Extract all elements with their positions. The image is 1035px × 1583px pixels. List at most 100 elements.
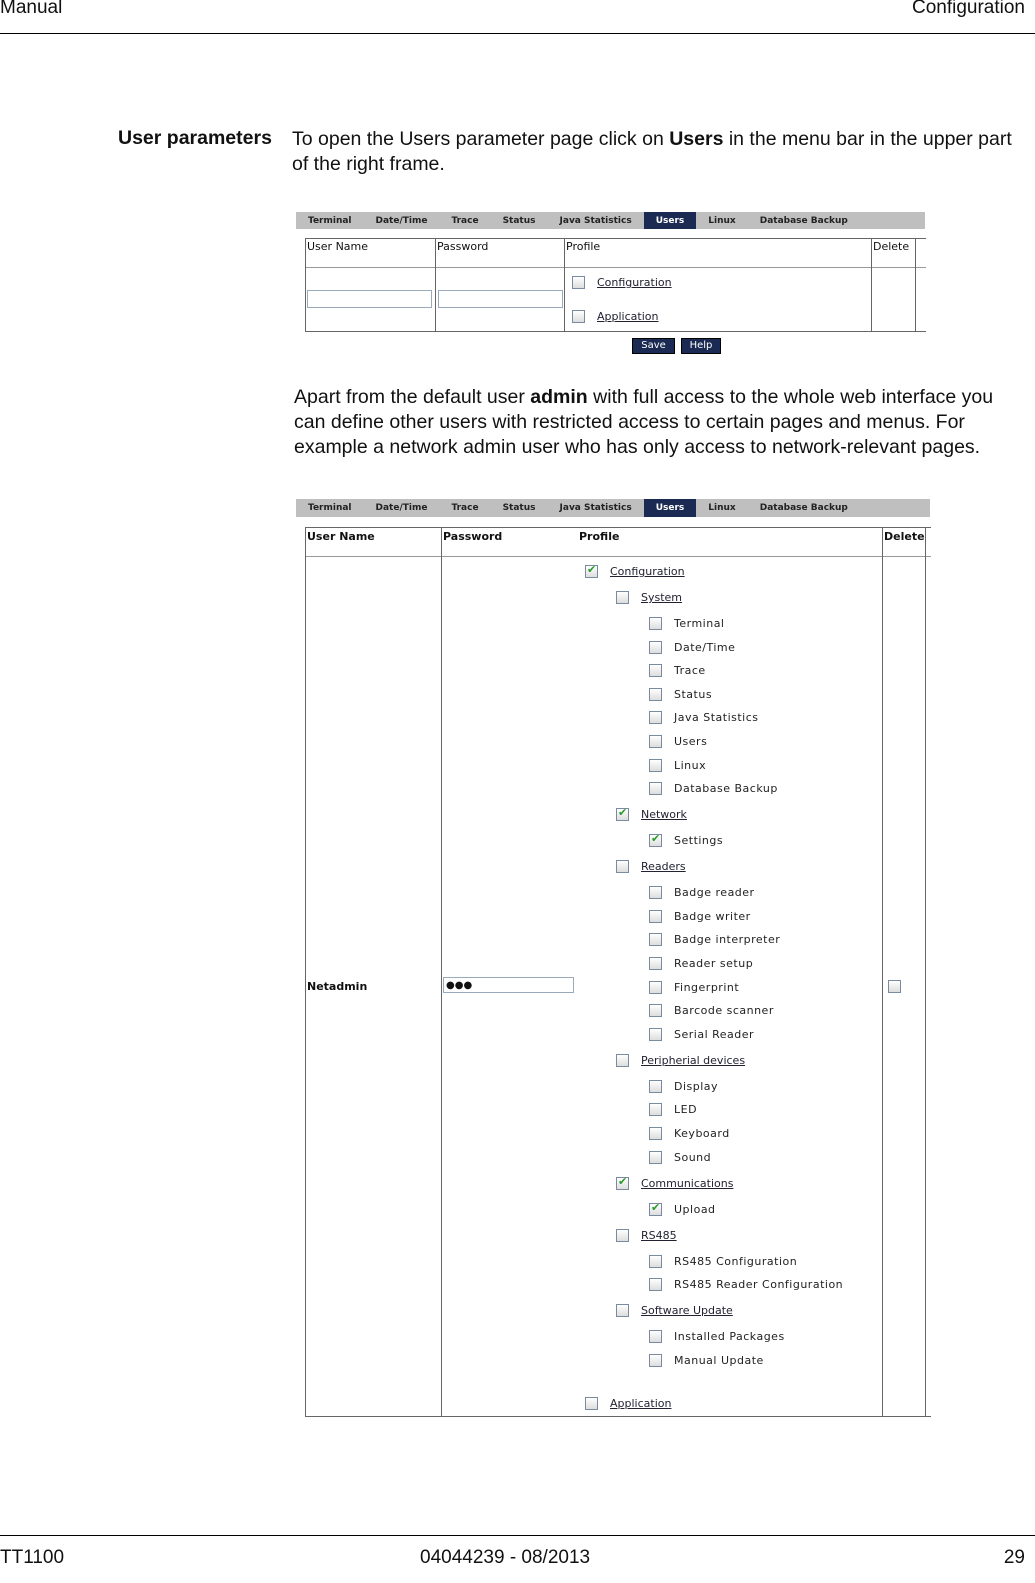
profile-item[interactable]: RS485 Configuration xyxy=(649,1254,797,1268)
profile-link[interactable]: Communications xyxy=(641,1176,734,1190)
profile-item[interactable]: Barcode scanner xyxy=(649,1004,774,1018)
checkbox[interactable] xyxy=(649,1353,662,1367)
profile-link[interactable]: Peripherial devices xyxy=(641,1053,746,1067)
help-button[interactable]: Help xyxy=(681,338,721,354)
link[interactable]: Configuration xyxy=(597,276,672,289)
profile-link[interactable]: System xyxy=(641,591,683,604)
tab-status[interactable]: Status xyxy=(502,503,536,513)
checkbox[interactable] xyxy=(649,1004,662,1018)
profile-link[interactable]: Network xyxy=(641,808,687,822)
checkbox[interactable] xyxy=(649,1330,662,1344)
profile-item[interactable]: Terminal xyxy=(649,617,725,630)
profile-item[interactable]: Date/Time xyxy=(649,640,735,654)
profile-link[interactable]: Configuration xyxy=(610,565,685,578)
checkbox[interactable] xyxy=(616,591,629,604)
tab-status[interactable]: Status xyxy=(502,215,536,226)
profile-item[interactable]: Configuration xyxy=(585,563,685,578)
password-input[interactable]: ●●● xyxy=(443,977,574,993)
checkbox[interactable] xyxy=(649,1127,662,1140)
checkbox[interactable] xyxy=(616,1228,629,1242)
profile-item[interactable]: LED xyxy=(649,1103,697,1117)
checkbox[interactable] xyxy=(649,909,662,923)
profile-item[interactable]: System xyxy=(616,591,682,604)
tab-users[interactable]: Users xyxy=(643,499,697,517)
tab-users[interactable]: Users xyxy=(643,212,697,229)
tab-java-statistics[interactable]: Java Statistics xyxy=(559,503,632,513)
tab-trace[interactable]: Trace xyxy=(451,503,479,513)
tab-database-backup[interactable]: Database Backup xyxy=(759,503,848,513)
profile-item[interactable]: Application xyxy=(585,1396,672,1410)
profile-item[interactable]: Peripherial devices xyxy=(616,1053,746,1067)
tab-terminal[interactable]: Terminal xyxy=(308,215,352,226)
tab-linux[interactable]: Linux xyxy=(708,215,736,226)
tab-date-time[interactable]: Date/Time xyxy=(375,215,428,226)
profile-item[interactable]: Communications xyxy=(616,1175,734,1190)
checkbox[interactable] xyxy=(649,664,662,678)
profile-item[interactable]: Badge reader xyxy=(649,886,755,900)
link[interactable]: Application xyxy=(597,310,659,323)
profile-item[interactable]: Badge interpreter xyxy=(649,933,780,947)
checkbox[interactable] xyxy=(649,1027,662,1041)
tab-trace[interactable]: Trace xyxy=(451,215,479,226)
profile-item[interactable]: Installed Packages xyxy=(649,1330,785,1344)
profile-item[interactable]: Network xyxy=(616,806,687,822)
checkbox[interactable] xyxy=(649,933,662,947)
checkbox[interactable] xyxy=(649,1201,662,1216)
save-button[interactable]: Save xyxy=(632,338,675,354)
profile-item[interactable]: Software Update xyxy=(616,1304,733,1318)
checkbox[interactable] xyxy=(616,860,629,874)
profile-item[interactable]: Serial Reader xyxy=(649,1027,754,1041)
checkbox[interactable] xyxy=(649,735,662,748)
checkbox[interactable] xyxy=(649,617,662,630)
checkbox[interactable] xyxy=(585,563,598,578)
delete-checkbox[interactable] xyxy=(888,980,901,993)
checkbox[interactable] xyxy=(649,980,662,994)
profile-item[interactable]: Users xyxy=(649,735,707,748)
tab-terminal[interactable]: Terminal xyxy=(308,503,352,513)
profile-item[interactable]: Sound xyxy=(649,1150,711,1164)
checkbox[interactable] xyxy=(649,1150,662,1164)
checkbox[interactable] xyxy=(572,276,585,289)
checkbox[interactable] xyxy=(649,886,662,900)
profile-item[interactable]: Status xyxy=(649,687,712,701)
checkbox[interactable] xyxy=(616,1175,629,1190)
checkbox[interactable] xyxy=(649,782,662,796)
profile-item[interactable]: Settings xyxy=(649,832,723,848)
checkbox[interactable] xyxy=(649,1254,662,1268)
profile-link[interactable]: Application xyxy=(610,1396,672,1410)
profile-item[interactable]: Linux xyxy=(649,758,706,772)
profile-application[interactable]: Application xyxy=(572,310,658,323)
profile-link[interactable]: Readers xyxy=(641,860,686,874)
checkbox[interactable] xyxy=(585,1396,598,1410)
checkbox[interactable] xyxy=(616,1304,629,1318)
profile-item[interactable]: Java Statistics xyxy=(649,711,759,725)
checkbox[interactable] xyxy=(649,711,662,725)
profile-item[interactable]: Fingerprint xyxy=(649,980,739,994)
password-input[interactable] xyxy=(438,290,563,308)
profile-link[interactable]: RS485 xyxy=(641,1228,677,1242)
checkbox[interactable] xyxy=(649,640,662,654)
profile-link[interactable]: Software Update xyxy=(641,1304,733,1318)
profile-item[interactable]: RS485 xyxy=(616,1228,677,1242)
checkbox[interactable] xyxy=(649,758,662,772)
checkbox[interactable] xyxy=(616,1053,629,1067)
checkbox[interactable] xyxy=(649,1103,662,1117)
profile-item[interactable]: Trace xyxy=(649,664,706,678)
profile-item[interactable]: Reader setup xyxy=(649,957,753,970)
tab-linux[interactable]: Linux xyxy=(708,503,736,513)
profile-item[interactable]: Display xyxy=(649,1079,718,1093)
tab-date-time[interactable]: Date/Time xyxy=(375,503,428,513)
profile-item[interactable]: RS485 Reader Configuration xyxy=(649,1278,843,1292)
profile-item[interactable]: Manual Update xyxy=(649,1353,764,1367)
profile-item[interactable]: Keyboard xyxy=(649,1127,730,1140)
checkbox[interactable] xyxy=(649,1278,662,1292)
checkbox[interactable] xyxy=(649,957,662,970)
user-name-input[interactable] xyxy=(307,290,432,308)
checkbox[interactable] xyxy=(649,687,662,701)
checkbox[interactable] xyxy=(616,806,629,822)
profile-item[interactable]: Badge writer xyxy=(649,909,751,923)
checkbox[interactable] xyxy=(649,1079,662,1093)
checkbox[interactable] xyxy=(572,310,585,323)
profile-item[interactable]: Readers xyxy=(616,860,686,874)
profile-configuration[interactable]: Configuration xyxy=(572,276,672,289)
